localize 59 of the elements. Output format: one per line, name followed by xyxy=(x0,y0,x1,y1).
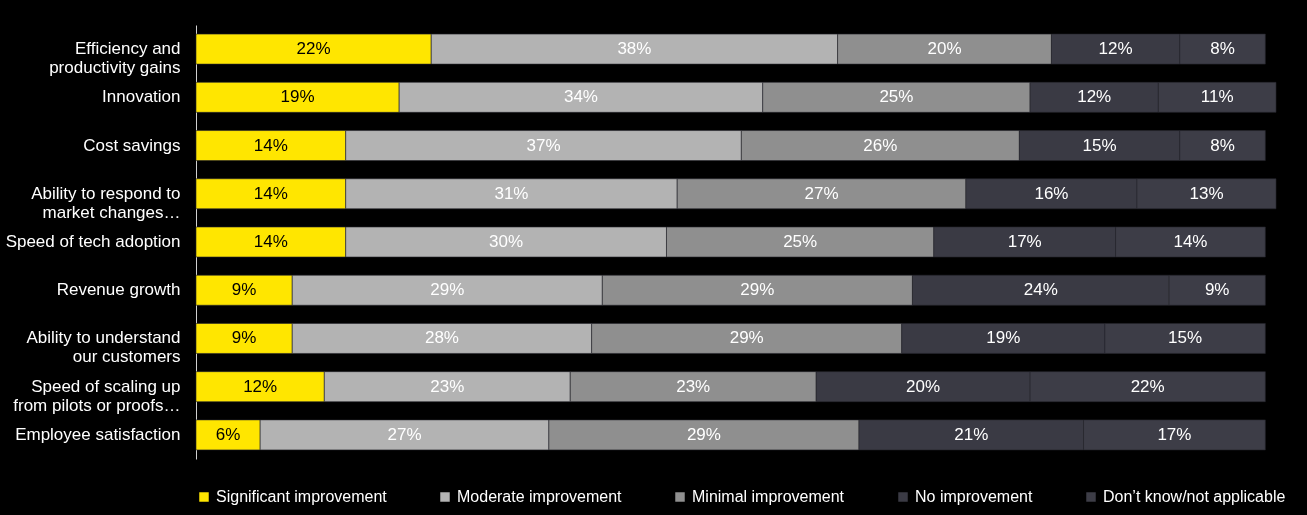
data-label: 27% xyxy=(804,183,839,203)
data-label: 15% xyxy=(1168,328,1203,348)
data-label: 21% xyxy=(954,424,989,444)
data-label: 24% xyxy=(1023,280,1058,300)
data-label: 17% xyxy=(1157,424,1192,444)
data-label: 22% xyxy=(1130,376,1165,396)
data-label: 31% xyxy=(494,183,529,203)
data-label: 14% xyxy=(1173,232,1208,251)
legend-label: Don’t know/not applicable xyxy=(1103,488,1286,505)
data-label: 19% xyxy=(280,87,315,107)
data-label: 6% xyxy=(215,424,241,444)
y-tick-label: Speed of tech adoption xyxy=(5,232,181,251)
y-tick-label: Innovation xyxy=(102,87,181,107)
data-label: 25% xyxy=(783,232,818,251)
y-tick-label: Revenue growth xyxy=(56,280,181,300)
legend-label: Significant improvement xyxy=(216,488,388,505)
data-label: 37% xyxy=(526,135,561,155)
data-label: 9% xyxy=(1204,280,1230,300)
data-label: 26% xyxy=(863,135,898,155)
legend-label: Moderate improvement xyxy=(457,488,623,505)
data-label: 27% xyxy=(387,424,422,444)
data-label: 12% xyxy=(1077,87,1112,107)
data-label: 14% xyxy=(253,183,288,203)
y-tick-label: Ability to understand our customers xyxy=(26,328,181,367)
data-label: 19% xyxy=(986,328,1021,348)
data-label: 25% xyxy=(879,87,914,107)
data-label: 20% xyxy=(906,376,941,396)
data-label: 13% xyxy=(1189,183,1224,203)
data-label: 30% xyxy=(489,232,524,251)
data-label: 12% xyxy=(1098,39,1133,59)
data-label: 29% xyxy=(740,280,775,300)
data-label: 9% xyxy=(231,280,257,300)
data-label: 8% xyxy=(1210,39,1235,59)
data-label: 17% xyxy=(1007,232,1042,251)
y-tick-label: Efficiency and productivity gains xyxy=(49,39,181,78)
data-label: 12% xyxy=(243,376,278,396)
data-label: 29% xyxy=(729,328,764,348)
data-label: 9% xyxy=(231,328,257,348)
data-label: 23% xyxy=(430,376,465,396)
data-label: 14% xyxy=(253,232,288,251)
data-label: 14% xyxy=(253,135,288,155)
data-label: 15% xyxy=(1082,135,1117,155)
y-tick-label: Ability to respond to market changes… xyxy=(31,183,181,222)
legend-label: No improvement xyxy=(915,488,1033,505)
legend-label: Minimal improvement xyxy=(692,488,845,505)
data-label: 20% xyxy=(927,39,962,59)
data-label: 8% xyxy=(1210,135,1235,155)
y-tick-label: Cost savings xyxy=(83,135,181,155)
data-label: 22% xyxy=(296,39,331,59)
data-label: 34% xyxy=(563,87,598,107)
data-label: 29% xyxy=(430,280,465,300)
data-label: 11% xyxy=(1200,87,1234,107)
data-label: 38% xyxy=(617,39,652,59)
data-label: 16% xyxy=(1034,183,1069,203)
data-label: 29% xyxy=(686,424,721,444)
data-label: 28% xyxy=(424,328,459,348)
y-tick-label: Speed of scaling up from pilots or proofs… xyxy=(13,376,181,415)
y-tick-label: Employee satisfaction xyxy=(15,424,181,444)
data-label: 23% xyxy=(676,376,711,396)
